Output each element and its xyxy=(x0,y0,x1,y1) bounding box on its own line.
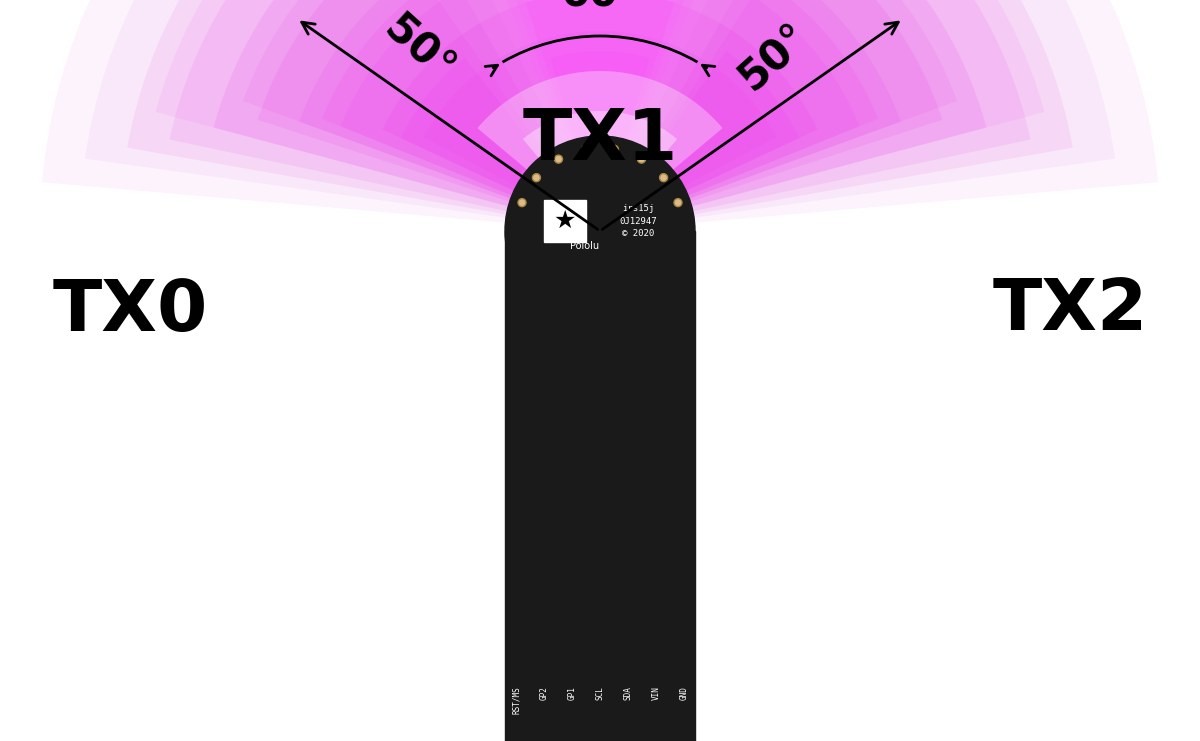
Circle shape xyxy=(505,136,695,326)
Wedge shape xyxy=(360,0,840,231)
Circle shape xyxy=(533,173,540,182)
Text: TX2: TX2 xyxy=(992,276,1147,345)
Text: 50°: 50° xyxy=(377,7,463,91)
Wedge shape xyxy=(560,151,640,231)
Wedge shape xyxy=(169,0,1031,231)
Text: ★: ★ xyxy=(554,209,576,233)
Wedge shape xyxy=(600,0,878,231)
Wedge shape xyxy=(551,51,649,231)
Text: RST/MS: RST/MS xyxy=(511,686,521,714)
Wedge shape xyxy=(258,0,942,231)
Wedge shape xyxy=(242,0,600,231)
Wedge shape xyxy=(383,0,817,231)
Wedge shape xyxy=(497,0,703,231)
Text: VIN: VIN xyxy=(652,686,660,700)
Wedge shape xyxy=(341,0,859,231)
Text: 50°: 50° xyxy=(730,15,817,99)
Wedge shape xyxy=(85,0,1115,231)
Wedge shape xyxy=(466,0,734,231)
Circle shape xyxy=(660,173,667,182)
Text: GND: GND xyxy=(679,686,689,700)
Circle shape xyxy=(611,145,618,153)
Wedge shape xyxy=(600,0,1044,231)
Wedge shape xyxy=(322,0,600,231)
Text: TX0: TX0 xyxy=(53,276,208,345)
Text: irs15j
0J12947
© 2020: irs15j 0J12947 © 2020 xyxy=(619,204,656,238)
Wedge shape xyxy=(600,0,958,231)
Circle shape xyxy=(674,199,682,207)
Wedge shape xyxy=(401,58,600,231)
Text: GP1: GP1 xyxy=(568,686,576,700)
Text: SDA: SDA xyxy=(624,686,632,700)
Text: TX1: TX1 xyxy=(522,107,678,176)
Circle shape xyxy=(554,155,563,163)
Wedge shape xyxy=(523,111,677,231)
Circle shape xyxy=(582,145,589,153)
Wedge shape xyxy=(42,0,1158,231)
Wedge shape xyxy=(424,31,776,231)
Circle shape xyxy=(518,199,526,207)
Wedge shape xyxy=(600,51,799,231)
Text: 60°: 60° xyxy=(560,0,640,14)
Wedge shape xyxy=(127,0,1073,231)
Wedge shape xyxy=(214,0,986,231)
Wedge shape xyxy=(299,0,901,231)
Text: Pololu: Pololu xyxy=(570,241,600,251)
Wedge shape xyxy=(526,0,674,231)
Wedge shape xyxy=(478,71,722,231)
Text: SCL: SCL xyxy=(595,686,605,700)
Wedge shape xyxy=(422,0,778,231)
Wedge shape xyxy=(156,0,600,231)
Text: GP2: GP2 xyxy=(540,686,548,700)
Circle shape xyxy=(637,155,646,163)
Bar xyxy=(505,231,695,741)
FancyBboxPatch shape xyxy=(544,200,586,242)
